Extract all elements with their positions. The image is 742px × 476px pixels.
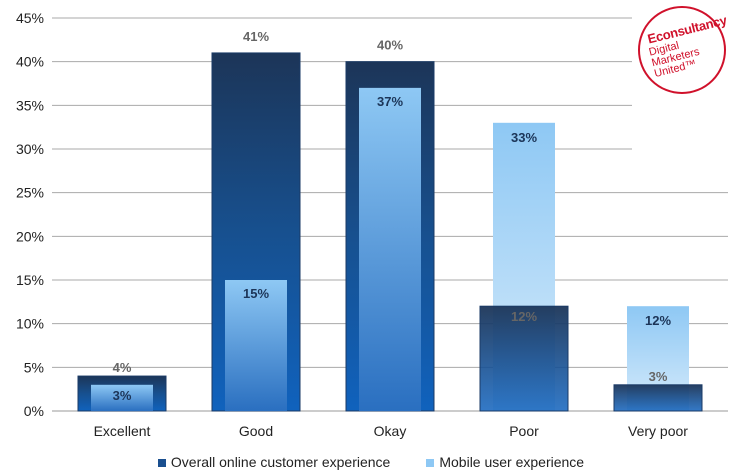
label-overall: 41%: [243, 29, 269, 44]
y-tick-label: 25%: [16, 185, 44, 201]
x-tick-label: Good: [239, 423, 273, 439]
legend: Overall online customer experience Mobil…: [0, 454, 742, 470]
bar-mobile: [359, 87, 421, 411]
bar-overall: [613, 384, 703, 412]
label-overall: 4%: [113, 360, 132, 375]
label-overall: 3%: [649, 369, 668, 384]
bar-mobile: [225, 280, 287, 411]
label-mobile: 33%: [511, 130, 537, 145]
legend-swatch: [426, 459, 435, 468]
bar-overall: [479, 305, 569, 412]
legend-item-overall: Overall online customer experience: [157, 454, 390, 470]
y-tick-label: 0%: [24, 403, 44, 419]
econsultancy-logo: Econsultancy Digital Marketers United™: [638, 6, 728, 94]
y-tick-label: 20%: [16, 228, 44, 244]
legend-item-mobile: Mobile user experience: [426, 454, 584, 470]
x-tick-label: Very poor: [628, 423, 688, 439]
bar-mobile: [91, 384, 153, 411]
label-overall: 12%: [511, 309, 537, 324]
y-tick-label: 35%: [16, 97, 44, 113]
x-tick-label: Excellent: [94, 423, 151, 439]
label-mobile: 15%: [243, 286, 269, 301]
label-mobile: 12%: [645, 313, 671, 328]
label-overall: 40%: [377, 38, 403, 53]
y-tick-label: 30%: [16, 141, 44, 157]
y-tick-label: 5%: [24, 359, 44, 375]
label-mobile: 37%: [377, 94, 403, 109]
x-tick-label: Poor: [509, 423, 539, 439]
y-tick-label: 45%: [16, 10, 44, 26]
label-mobile: 3%: [113, 388, 132, 403]
y-tick-label: 15%: [16, 272, 44, 288]
y-tick-label: 10%: [16, 316, 44, 332]
legend-swatch: [157, 459, 166, 468]
x-tick-label: Okay: [374, 423, 407, 439]
y-tick-label: 40%: [16, 54, 44, 70]
